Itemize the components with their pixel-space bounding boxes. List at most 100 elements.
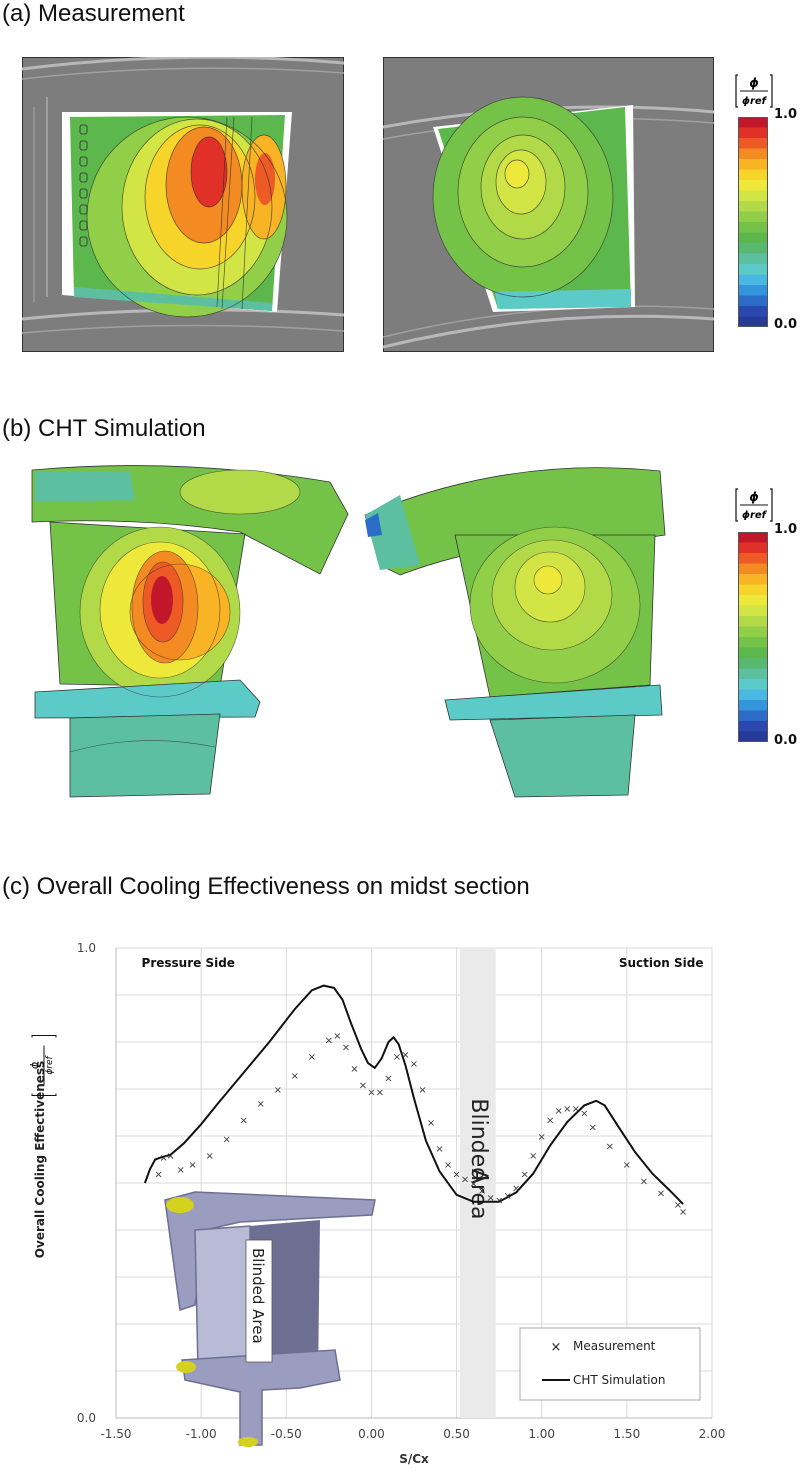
- measurement-point: ×: [679, 1207, 687, 1218]
- measurement-point: ×: [410, 1059, 418, 1070]
- colorbar-a-title: ϕ ϕref: [734, 72, 774, 110]
- measurement-point: ×: [350, 1064, 358, 1075]
- y-axis-unit-denominator: ϕref: [45, 1054, 55, 1074]
- colorbar-b-numerator: ϕ: [749, 490, 759, 504]
- colorbar-b-title: ϕ ϕref: [734, 486, 774, 524]
- measurement-point: ×: [427, 1118, 435, 1129]
- x-tick-label: 1.00: [528, 1427, 555, 1441]
- blinded-area-band: [459, 948, 496, 1418]
- measurement-point: ×: [469, 1179, 477, 1190]
- x-tick-label: 1.50: [613, 1427, 640, 1441]
- measurement-point: ×: [503, 1191, 511, 1202]
- colorbar-a-denominator: ϕref: [742, 96, 768, 107]
- colorbar-swatch: [738, 306, 768, 317]
- measurement-point: ×: [384, 1073, 392, 1084]
- colorbar-b-denominator: ϕref: [742, 510, 768, 521]
- colorbar-swatch: [738, 668, 768, 680]
- measurement-point: ×: [325, 1036, 333, 1047]
- measurement-point: ×: [177, 1165, 185, 1176]
- x-tick-label: -1.50: [100, 1427, 131, 1441]
- measurement-point: ×: [188, 1160, 196, 1171]
- colorbar-swatch: [738, 532, 768, 543]
- measurement-point: ×: [401, 1050, 409, 1061]
- colorbar-b-max: 1.0: [774, 522, 798, 537]
- measurement-point: ×: [166, 1151, 174, 1162]
- legend-measurement-marker: ×: [551, 1340, 562, 1355]
- x-tick-labels: -1.50 -1.00 -0.50 0.00 0.50 1.00 1.50 2.00: [100, 1427, 725, 1441]
- measurement-point: ×: [274, 1085, 282, 1096]
- cht-suction-side-image: [364, 467, 666, 798]
- measurement-point: ×: [478, 1186, 486, 1197]
- x-axis-label: S/Cx: [399, 1452, 429, 1466]
- colorbar-swatch: [738, 647, 768, 659]
- blade-inset-illustration: Blinded Area: [164, 1191, 376, 1447]
- colorbar-swatch: [738, 553, 768, 564]
- measurement-point: ×: [520, 1170, 528, 1181]
- measurement-point: ×: [563, 1104, 571, 1115]
- colorbar-swatch: [738, 232, 768, 244]
- colorbar-b: [738, 532, 768, 742]
- colorbar-swatch: [738, 316, 768, 327]
- measurement-contour-right: [432, 96, 631, 309]
- y-axis-unit-numerator: ϕ: [28, 1062, 41, 1069]
- colorbar-swatch: [738, 138, 768, 149]
- measurement-point: ×: [657, 1188, 665, 1199]
- series-cht-simulation-line: [143, 984, 684, 1205]
- colorbar-swatch: [738, 190, 768, 202]
- colorbar-swatch: [738, 710, 768, 722]
- colorbar-swatch: [738, 574, 768, 585]
- colorbar-swatch: [738, 626, 768, 638]
- chart-series: ×××× ××××××××× ××××× ××× ××××××× × ××× × ×××××××…: [143, 984, 687, 1218]
- colorbar-swatch: [738, 117, 768, 128]
- measurement-point: ×: [674, 1200, 682, 1211]
- measurement-point: ×: [444, 1160, 452, 1171]
- measurement-point: ×: [640, 1177, 648, 1188]
- measurement-point: ×: [222, 1134, 230, 1145]
- colorbar-swatch: [738, 637, 768, 648]
- measurement-point: ×: [291, 1071, 299, 1082]
- colorbar-swatch: [738, 295, 768, 307]
- x-tick-label: 0.00: [358, 1427, 385, 1441]
- measurement-contour-left: [70, 115, 288, 318]
- measurement-point: ×: [376, 1087, 384, 1098]
- section-b-title: (b) CHT Simulation: [2, 415, 206, 442]
- measurement-point: ×: [159, 1153, 167, 1164]
- measurement-point: ×: [393, 1052, 401, 1063]
- colorbar-a-numerator: ϕ: [749, 76, 759, 90]
- colorbar-swatch: [738, 689, 768, 701]
- measurement-point: ×: [154, 1170, 162, 1181]
- cooling-effectiveness-chart: Blinded Area -1.50 -1.00 -0.50 0.00 0.50 1.00…: [28, 941, 725, 1466]
- legend-cht-label: CHT Simulation: [573, 1373, 665, 1387]
- measurement-point: ×: [461, 1174, 469, 1185]
- colorbar-swatch: [738, 169, 768, 181]
- measurement-point: ×: [495, 1195, 503, 1206]
- measurement-point: ×: [359, 1080, 367, 1091]
- blinded-area-label-line1: Blinded: [466, 1098, 491, 1181]
- measurement-point: ×: [529, 1151, 537, 1162]
- colorbar-swatch: [738, 731, 768, 742]
- measurement-point: ×: [580, 1109, 588, 1120]
- legend-box: [519, 1327, 701, 1401]
- y-tick-label-max: 1.0: [77, 941, 96, 955]
- x-tick-label: -0.50: [271, 1427, 302, 1441]
- colorbar-swatch: [738, 243, 768, 254]
- measurement-point: ×: [205, 1151, 213, 1162]
- measurement-point: ×: [435, 1144, 443, 1155]
- measurement-point: ×: [589, 1123, 597, 1134]
- colorbar-a-max: 1.0: [774, 107, 798, 122]
- colorbar-swatch: [738, 148, 768, 160]
- colorbar-swatch: [738, 542, 768, 554]
- colorbar-swatch: [738, 264, 768, 275]
- colorbar-swatch: [738, 616, 768, 627]
- colorbar-swatch: [738, 159, 768, 170]
- colorbar-a-min: 0.0: [774, 317, 798, 332]
- colorbar-swatch: [738, 563, 768, 575]
- suction-side-label: Suction Side: [619, 956, 704, 970]
- colorbar-swatch: [738, 274, 768, 286]
- x-tick-label: 0.50: [443, 1427, 470, 1441]
- pressure-side-label: Pressure Side: [142, 956, 235, 970]
- colorbar-swatch: [738, 605, 768, 617]
- colorbar-swatch: [738, 253, 768, 265]
- measurement-point: ×: [555, 1106, 563, 1117]
- measurement-point: ×: [606, 1141, 614, 1152]
